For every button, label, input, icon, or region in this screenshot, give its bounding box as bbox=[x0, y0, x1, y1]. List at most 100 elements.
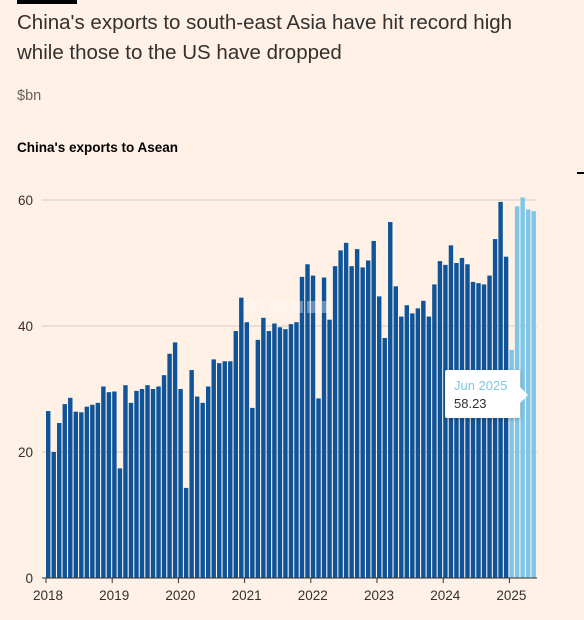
bar[interactable] bbox=[327, 319, 332, 578]
bar[interactable] bbox=[189, 370, 194, 578]
bar[interactable] bbox=[349, 266, 354, 578]
bar[interactable] bbox=[465, 264, 470, 578]
bar[interactable] bbox=[101, 386, 106, 578]
x-tick-label: 2018 bbox=[33, 588, 63, 603]
bar[interactable] bbox=[382, 337, 387, 578]
bar[interactable] bbox=[128, 402, 134, 578]
bar[interactable] bbox=[150, 389, 156, 578]
bar[interactable] bbox=[415, 308, 421, 578]
bar[interactable] bbox=[123, 385, 128, 578]
bar[interactable] bbox=[51, 452, 56, 578]
bar[interactable] bbox=[454, 263, 459, 578]
bar[interactable] bbox=[421, 300, 426, 578]
x-tick-label: 2020 bbox=[165, 588, 195, 603]
bar[interactable] bbox=[272, 323, 277, 578]
bar[interactable] bbox=[476, 283, 481, 578]
bar[interactable] bbox=[73, 411, 78, 578]
bar[interactable] bbox=[470, 281, 476, 578]
bar[interactable] bbox=[57, 423, 62, 578]
bar[interactable] bbox=[525, 209, 531, 578]
bar[interactable] bbox=[266, 331, 272, 578]
bar[interactable] bbox=[432, 284, 437, 578]
bar[interactable] bbox=[299, 276, 305, 578]
y-tick-label: 60 bbox=[18, 193, 33, 208]
bar[interactable] bbox=[360, 267, 365, 578]
y-tick-label: 20 bbox=[18, 445, 33, 460]
bar[interactable] bbox=[321, 277, 327, 578]
bar[interactable] bbox=[112, 391, 117, 578]
bar[interactable] bbox=[443, 264, 448, 578]
bar[interactable] bbox=[481, 284, 487, 578]
bar[interactable] bbox=[90, 404, 95, 578]
bar[interactable] bbox=[194, 396, 200, 578]
bar[interactable] bbox=[294, 322, 299, 578]
bar[interactable] bbox=[261, 317, 266, 578]
bar[interactable] bbox=[437, 261, 443, 578]
bar[interactable] bbox=[139, 389, 145, 578]
bar[interactable] bbox=[217, 363, 222, 578]
bar[interactable] bbox=[404, 305, 410, 578]
bar[interactable] bbox=[106, 392, 112, 578]
bar[interactable] bbox=[509, 349, 514, 578]
tooltip: Jun 2025 58.23 bbox=[445, 370, 528, 418]
watermark-icon bbox=[245, 301, 329, 313]
bar[interactable] bbox=[426, 316, 432, 578]
bar[interactable] bbox=[239, 297, 244, 578]
bar[interactable] bbox=[167, 353, 172, 578]
x-tick-label: 2024 bbox=[430, 588, 461, 603]
bar[interactable] bbox=[228, 361, 233, 578]
x-tick-label: 2022 bbox=[298, 588, 328, 603]
bar[interactable] bbox=[117, 468, 123, 578]
x-tick-label: 2019 bbox=[99, 588, 129, 603]
bar[interactable] bbox=[205, 386, 211, 578]
bar[interactable] bbox=[84, 406, 90, 578]
bar[interactable] bbox=[343, 242, 349, 578]
bar[interactable] bbox=[487, 275, 492, 578]
bar[interactable] bbox=[377, 296, 382, 578]
header-rule bbox=[17, 0, 77, 4]
x-tick-label: 2023 bbox=[364, 588, 394, 603]
bar[interactable] bbox=[338, 250, 343, 578]
bar[interactable] bbox=[211, 359, 216, 578]
bar[interactable] bbox=[46, 411, 51, 578]
bar[interactable] bbox=[222, 361, 227, 578]
bar[interactable] bbox=[145, 385, 150, 578]
bar[interactable] bbox=[288, 324, 294, 578]
bar[interactable] bbox=[277, 327, 283, 578]
bar[interactable] bbox=[354, 249, 360, 578]
bar[interactable] bbox=[161, 375, 167, 578]
bar[interactable] bbox=[393, 286, 398, 578]
bar[interactable] bbox=[365, 260, 371, 578]
bar[interactable] bbox=[134, 390, 139, 578]
bar[interactable] bbox=[255, 339, 261, 578]
bar[interactable] bbox=[156, 386, 161, 578]
bar[interactable] bbox=[371, 240, 376, 578]
bar[interactable] bbox=[172, 342, 178, 578]
bar[interactable] bbox=[531, 211, 536, 578]
bar[interactable] bbox=[250, 407, 255, 578]
bar[interactable] bbox=[183, 487, 189, 578]
unit-label: $bn bbox=[17, 88, 42, 104]
bar[interactable] bbox=[62, 404, 67, 578]
axis-layer: 0 20 40 60 2018 2019 2020 2021 2022 2023 2024 2025 bbox=[18, 193, 537, 603]
bar[interactable] bbox=[68, 397, 73, 578]
bar[interactable] bbox=[316, 398, 321, 578]
bar[interactable] bbox=[388, 222, 393, 579]
bar[interactable] bbox=[310, 275, 316, 578]
bar[interactable] bbox=[79, 412, 84, 578]
bar[interactable] bbox=[244, 322, 250, 578]
y-tick-label: 40 bbox=[18, 319, 33, 334]
bar[interactable] bbox=[233, 331, 238, 578]
bar[interactable] bbox=[305, 264, 310, 578]
bar[interactable] bbox=[332, 266, 338, 578]
bar[interactable] bbox=[410, 313, 415, 578]
tooltip-value: 58.23 bbox=[454, 396, 487, 411]
x-tick-label: 2025 bbox=[496, 588, 526, 603]
bar[interactable] bbox=[178, 389, 183, 578]
tooltip-date: Jun 2025 bbox=[454, 378, 508, 393]
bar[interactable] bbox=[399, 316, 404, 578]
bar[interactable] bbox=[200, 402, 205, 578]
headline: China's exports to south-east Asia have … bbox=[17, 11, 513, 64]
bar[interactable] bbox=[283, 329, 288, 578]
bar[interactable] bbox=[95, 402, 101, 578]
